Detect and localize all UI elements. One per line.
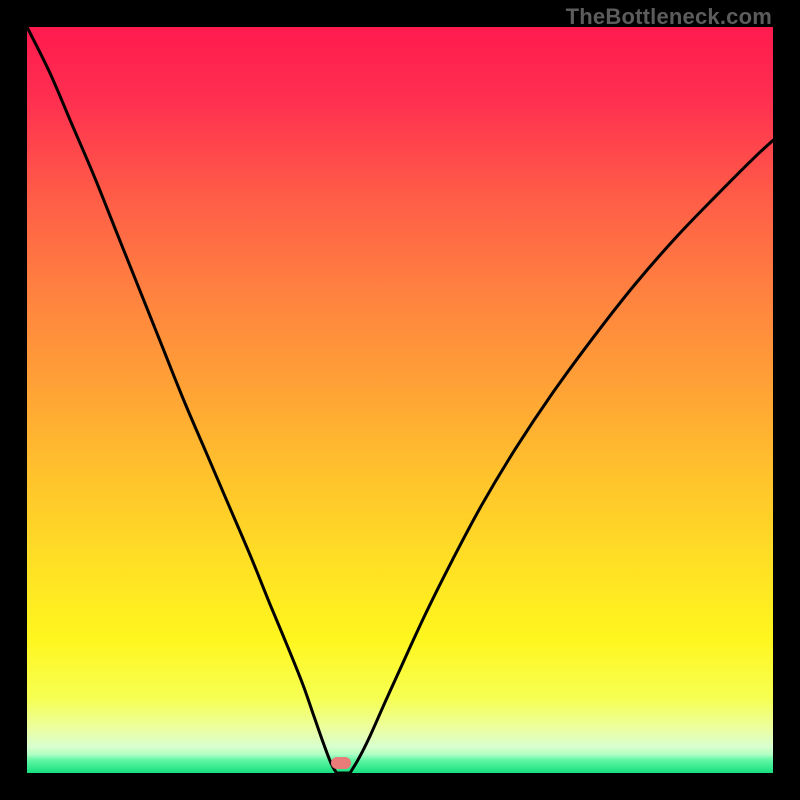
- watermark-text: TheBottleneck.com: [566, 4, 772, 30]
- plot-area: [27, 27, 773, 773]
- chart-frame: TheBottleneck.com: [0, 0, 800, 800]
- bottleneck-curve: [27, 27, 773, 773]
- optimum-marker: [331, 757, 351, 769]
- curve-path: [27, 27, 773, 773]
